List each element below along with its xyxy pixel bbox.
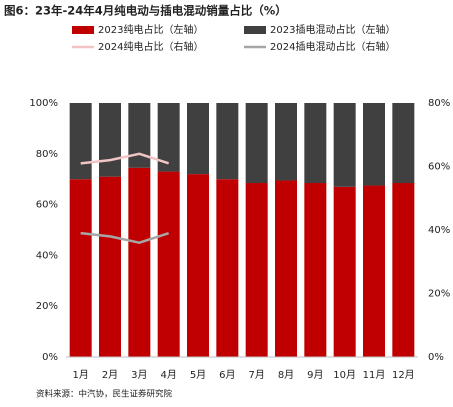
- y2-tick-label: 40%: [428, 225, 450, 236]
- x-tick-label: 5月: [190, 369, 206, 381]
- bar: [392, 103, 415, 184]
- bar: [245, 103, 268, 184]
- legend-swatch: [244, 26, 266, 34]
- bar: [216, 103, 239, 180]
- x-tick-label: 7月: [248, 369, 264, 381]
- legend-label: 2023纯电占比（左轴）: [98, 23, 203, 36]
- y-tick-label: 20%: [36, 301, 58, 312]
- bar: [304, 103, 327, 184]
- bar: [245, 183, 268, 357]
- y-tick-label: 60%: [36, 200, 58, 211]
- x-tick-label: 6月: [219, 369, 235, 381]
- bar: [187, 174, 209, 357]
- bar: [333, 186, 356, 357]
- bar: [333, 103, 356, 187]
- bar: [69, 179, 92, 357]
- bar: [99, 103, 121, 177]
- bar: [157, 103, 180, 172]
- y-tick-label: 0%: [42, 352, 58, 363]
- chart-title: 图6：23年-24年4月纯电动与插电混动销量占比（%）: [4, 4, 287, 18]
- y2-tick-label: 60%: [428, 162, 450, 173]
- x-tick-label: 10月: [333, 369, 356, 381]
- y-tick-label: 100%: [29, 98, 58, 109]
- legend-swatch: [72, 26, 94, 34]
- x-tick-label: 3月: [131, 369, 147, 381]
- x-tick-label: 11月: [363, 369, 386, 381]
- bar: [275, 103, 297, 181]
- x-tick-label: 4月: [160, 369, 176, 381]
- y2-tick-label: 20%: [428, 289, 450, 300]
- bar: [157, 171, 180, 357]
- source: 资料来源：中汽协，民生证券研究院: [36, 389, 173, 400]
- x-tick-label: 12月: [392, 369, 415, 381]
- bar: [304, 183, 327, 357]
- bar: [128, 167, 151, 357]
- bar: [99, 176, 121, 357]
- x-tick-label: 8月: [278, 369, 294, 381]
- bar: [187, 103, 209, 175]
- legend-label: 2024纯电占比（右轴）: [98, 40, 203, 53]
- x-tick-label: 1月: [72, 369, 88, 381]
- legend-label: 2024插电混动占比（右轴）: [270, 40, 395, 53]
- legend-label: 2023插电混动占比（左轴）: [270, 23, 395, 36]
- bar: [363, 185, 385, 357]
- y2-tick-label: 80%: [428, 98, 450, 109]
- bar: [363, 103, 385, 186]
- bar: [216, 179, 239, 357]
- bar: [128, 103, 151, 168]
- bar: [275, 180, 297, 357]
- bar: [69, 103, 92, 180]
- y-tick-label: 40%: [36, 250, 58, 261]
- line: [80, 152, 170, 165]
- y-tick-label: 80%: [36, 149, 58, 160]
- y2-tick-label: 0%: [428, 352, 444, 363]
- bar: [392, 183, 415, 357]
- x-tick-label: 9月: [307, 369, 323, 381]
- x-tick-label: 2月: [102, 369, 118, 381]
- line: [80, 231, 170, 244]
